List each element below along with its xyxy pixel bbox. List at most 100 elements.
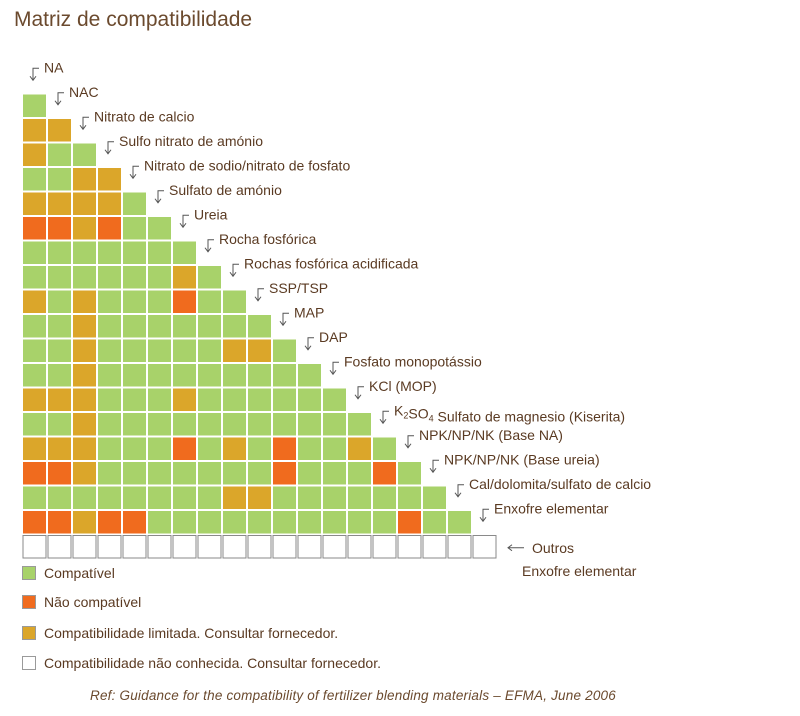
row-pointer-arrow [154, 190, 164, 204]
legend-swatch-limited [22, 626, 36, 640]
matrix-cell [323, 486, 346, 509]
row-label: Enxofre elementar [494, 500, 609, 516]
matrix-cell [273, 462, 296, 485]
matrix-cell [48, 364, 71, 387]
legend-swatch-not-compatible [22, 595, 36, 609]
matrix-cell [98, 364, 121, 387]
matrix-cell [98, 462, 121, 485]
matrix-cell [148, 266, 171, 289]
matrix-cell [398, 511, 421, 534]
matrix-cell [123, 486, 146, 509]
row-label: KCl (MOP) [369, 378, 437, 394]
matrix-cell [248, 388, 271, 411]
matrix-cell [198, 486, 221, 509]
row-label: K2SO4 Sulfato de magnesio (Kiserita) [394, 402, 625, 424]
matrix-cell [198, 364, 221, 387]
matrix-cell [123, 364, 146, 387]
row-pointer-arrow [254, 288, 264, 302]
matrix-cell [298, 486, 321, 509]
matrix-cell [172, 535, 197, 559]
matrix-cell [223, 486, 246, 509]
matrix-cell [348, 486, 371, 509]
matrix-cell [48, 511, 71, 534]
matrix-cell [73, 462, 96, 485]
matrix-cell [73, 315, 96, 338]
matrix-row-labels: NA NAC Nitrato de calcio Sulfo nitrato de a… [29, 59, 651, 556]
matrix-cell [272, 535, 297, 559]
matrix-cell [223, 511, 246, 534]
matrix-cell [322, 535, 347, 559]
matrix-cell [48, 266, 71, 289]
matrix-cell [23, 437, 46, 460]
matrix-cell [273, 413, 296, 436]
matrix-cell [273, 486, 296, 509]
matrix-cell [98, 192, 121, 215]
matrix-cell [48, 119, 71, 142]
matrix-cell [148, 388, 171, 411]
row-label: NPK/NP/NK (Base NA) [419, 427, 563, 443]
matrix-cell [98, 217, 121, 240]
matrix-cell [23, 241, 46, 264]
matrix-cell [48, 241, 71, 264]
row-label: Sulfato de amónio [169, 182, 282, 198]
matrix-cell [348, 511, 371, 534]
matrix-cell [98, 315, 121, 338]
matrix-cell [173, 315, 196, 338]
row-label: Rocha fosfórica [219, 231, 316, 247]
row-label: Sulfo nitrato de amónio [119, 133, 263, 149]
matrix-cell [23, 94, 46, 117]
matrix-cell [148, 241, 171, 264]
matrix-cell [123, 315, 146, 338]
matrix-cell [123, 437, 146, 460]
matrix-cell [48, 413, 71, 436]
matrix-cell [248, 339, 271, 362]
matrix-cell [273, 511, 296, 534]
matrix-cell [98, 290, 121, 313]
matrix-cell [148, 339, 171, 362]
matrix-cell [48, 143, 71, 166]
row-label: MAP [294, 304, 324, 320]
matrix-cell [223, 290, 246, 313]
matrix-cell [398, 462, 421, 485]
matrix-cell [73, 339, 96, 362]
matrix-cell [223, 462, 246, 485]
matrix-cell [197, 535, 222, 559]
compatibility-matrix: NA NAC Nitrato de calcio Sulfo nitrato de a… [22, 59, 651, 559]
matrix-cell [298, 388, 321, 411]
legend-label-unknown: Compatibilidade não conhecida. Consultar… [44, 655, 381, 671]
legend-label-compatible: Compatível [44, 565, 115, 581]
matrix-cell [348, 413, 371, 436]
matrix-cell [248, 437, 271, 460]
matrix-cell [173, 266, 196, 289]
row-label: DAP [319, 329, 348, 345]
matrix-cell [23, 388, 46, 411]
matrix-cell [198, 462, 221, 485]
legend-swatch-unknown [22, 656, 36, 670]
matrix-cell [48, 437, 71, 460]
matrix-cell [248, 486, 271, 509]
matrix-cell [48, 168, 71, 191]
row-pointer-arrow [229, 263, 239, 278]
matrix-cell [173, 462, 196, 485]
matrix-cell [173, 388, 196, 411]
matrix-cell [23, 143, 46, 166]
row-label: SSP/TSP [269, 280, 328, 296]
matrix-cell [97, 535, 122, 559]
matrix-cell [298, 437, 321, 460]
matrix-cell [48, 315, 71, 338]
row-pointer-arrow [329, 361, 339, 376]
matrix-cell [73, 168, 96, 191]
legend-swatch-compatible [22, 566, 36, 580]
matrix-cell [73, 437, 96, 460]
page-title: Matriz de compatibilidade [14, 8, 253, 31]
reference-note: Ref: Guidance for the compatibility of f… [90, 688, 616, 703]
matrix-cell [73, 364, 96, 387]
legend-label-limited: Compatibilidade limitada. Consultar forn… [44, 625, 339, 641]
matrix-cell [148, 437, 171, 460]
matrix-cell [23, 217, 46, 240]
matrix-cell [148, 290, 171, 313]
matrix-cell [23, 339, 46, 362]
matrix-cell [22, 535, 47, 559]
matrix-cell [72, 535, 97, 559]
matrix-cell [23, 315, 46, 338]
